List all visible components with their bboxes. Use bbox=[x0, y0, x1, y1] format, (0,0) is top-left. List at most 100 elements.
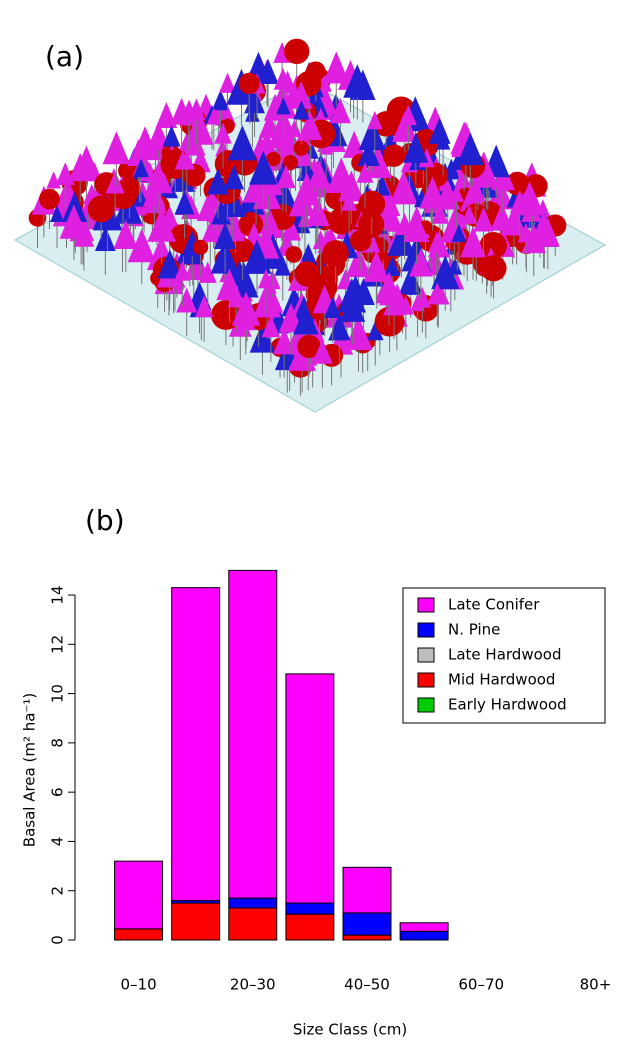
crown bbox=[133, 158, 149, 178]
crown bbox=[473, 207, 494, 232]
crown bbox=[285, 246, 303, 263]
crown bbox=[287, 119, 302, 138]
crown bbox=[293, 303, 319, 335]
legend-label: Late Hardwood bbox=[448, 646, 561, 664]
bar-segment bbox=[171, 587, 221, 902]
y-tick-label: 0 bbox=[49, 935, 67, 945]
crown bbox=[510, 190, 530, 214]
x-tick-label: 80+ bbox=[580, 976, 612, 994]
crown bbox=[339, 291, 366, 322]
crown bbox=[324, 297, 342, 319]
crown bbox=[180, 99, 199, 121]
crown bbox=[238, 72, 260, 95]
crown bbox=[216, 268, 243, 301]
crown bbox=[419, 176, 447, 209]
crown bbox=[465, 178, 486, 202]
crown bbox=[312, 230, 329, 250]
crown bbox=[344, 316, 373, 351]
crown bbox=[342, 130, 366, 158]
forest-render bbox=[13, 38, 607, 413]
crown bbox=[343, 64, 372, 98]
x-tick-label: 40–50 bbox=[344, 976, 390, 994]
y-tick-label: 10 bbox=[49, 684, 67, 703]
crown bbox=[387, 222, 416, 256]
crown bbox=[350, 230, 372, 252]
crown bbox=[453, 167, 472, 190]
x-tick-label: 60–70 bbox=[458, 976, 504, 994]
crown bbox=[375, 271, 403, 304]
crown bbox=[227, 125, 258, 161]
crown bbox=[398, 295, 414, 315]
crown bbox=[367, 320, 384, 341]
crown bbox=[322, 51, 350, 84]
bar-segment bbox=[171, 902, 221, 941]
crown bbox=[39, 188, 60, 210]
crown bbox=[257, 58, 279, 85]
crown bbox=[147, 207, 176, 242]
crown bbox=[59, 204, 89, 239]
crown bbox=[55, 162, 75, 186]
bar-segment bbox=[114, 860, 164, 930]
x-tick-label: 20–30 bbox=[230, 976, 276, 994]
crown bbox=[479, 231, 507, 260]
crown bbox=[223, 165, 245, 190]
x-axis-title: Size Class (cm) bbox=[293, 1021, 407, 1039]
crown bbox=[87, 195, 115, 223]
crown bbox=[269, 204, 296, 231]
crown bbox=[517, 222, 535, 243]
crown bbox=[345, 246, 372, 278]
bar-segment bbox=[399, 922, 449, 932]
crown bbox=[392, 111, 418, 142]
crown bbox=[382, 144, 406, 167]
crown bbox=[486, 176, 514, 210]
crown bbox=[278, 302, 304, 333]
crown bbox=[294, 261, 320, 287]
crown bbox=[413, 286, 432, 308]
crown bbox=[174, 261, 191, 281]
crown bbox=[409, 248, 433, 277]
crown bbox=[192, 239, 209, 255]
legend-box bbox=[402, 587, 606, 724]
crown bbox=[427, 231, 446, 253]
y-tick-label: 4 bbox=[49, 837, 67, 847]
crown bbox=[480, 255, 507, 282]
crown bbox=[276, 97, 291, 115]
crown bbox=[357, 139, 380, 166]
crown bbox=[276, 164, 296, 189]
crown bbox=[201, 220, 219, 242]
crown bbox=[113, 219, 138, 250]
y-tick-label: 6 bbox=[49, 787, 67, 797]
crown bbox=[322, 240, 349, 267]
y-tick-label: 8 bbox=[49, 738, 67, 748]
crown bbox=[358, 190, 386, 218]
crown bbox=[338, 170, 365, 202]
bar-segment bbox=[285, 673, 335, 904]
y-axis-title: Basal Area (m² ha⁻¹) bbox=[21, 693, 39, 847]
crown bbox=[249, 321, 276, 353]
crown bbox=[329, 98, 351, 124]
crown bbox=[213, 222, 237, 249]
crown bbox=[297, 110, 323, 141]
crown bbox=[456, 132, 484, 166]
legend-label: Mid Hardwood bbox=[448, 671, 555, 689]
bar-segment bbox=[399, 930, 449, 941]
bar-segment bbox=[285, 902, 335, 915]
crown bbox=[293, 140, 309, 156]
crown bbox=[50, 205, 65, 223]
bar-segment bbox=[114, 928, 164, 941]
x-tick-label: 0–10 bbox=[120, 976, 156, 994]
crown bbox=[258, 207, 281, 235]
crown bbox=[358, 117, 386, 151]
legend-swatch bbox=[417, 597, 435, 613]
crown bbox=[280, 215, 302, 241]
legend-label: Late Conifer bbox=[448, 596, 540, 614]
crown bbox=[94, 226, 116, 252]
crown bbox=[183, 137, 199, 155]
panel-label: (a) bbox=[45, 40, 84, 73]
crown bbox=[145, 160, 173, 194]
crown bbox=[490, 203, 514, 231]
crown bbox=[460, 226, 486, 258]
crown bbox=[226, 218, 245, 242]
